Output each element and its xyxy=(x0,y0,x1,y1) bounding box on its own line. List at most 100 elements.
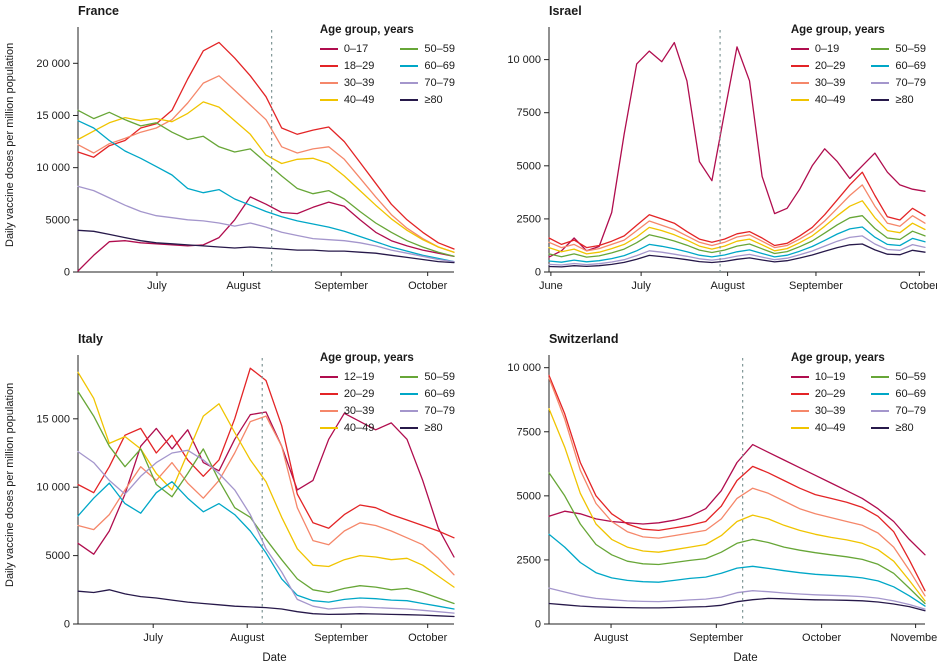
series-line-50–59 xyxy=(548,472,926,605)
series-line-20–29 xyxy=(77,367,455,539)
series-line-≥80 xyxy=(77,589,455,618)
legend-label: ≥80 xyxy=(895,93,914,106)
legend-label: 50–59 xyxy=(895,370,926,383)
legend-label: 30–39 xyxy=(814,404,846,417)
legend-entries: 10–19 20–29 30–39 40–49 50–59 60–69 70–79 ≥80 xyxy=(790,368,926,436)
chart-panel-switzerland: Switzerland 0 2500 5000 7500 10 000 August Sep… xyxy=(471,312,942,671)
series-line-30–39 xyxy=(77,415,455,576)
y-tick-label: 0 xyxy=(535,267,541,279)
y-axis-title: Daily vaccine doses per million populati… xyxy=(4,382,16,588)
legend-item-50–59: 50–59 xyxy=(871,40,926,57)
legend-line-swatch xyxy=(871,392,890,395)
x-tick-label: September xyxy=(789,280,843,292)
plot-israel: 0 2500 5000 7500 10 000 June July August Septemb… xyxy=(493,22,942,298)
chart-title-france: France xyxy=(78,4,119,18)
legend-label: 10–19 xyxy=(814,370,846,383)
legend-line-swatch xyxy=(790,375,809,378)
legend-line-swatch xyxy=(319,375,338,378)
legend-label: 12–19 xyxy=(343,370,375,383)
legend-label: 30–39 xyxy=(343,404,375,417)
legend-item-10–19: 10–19 xyxy=(790,368,846,385)
x-tick-label: August xyxy=(594,632,628,644)
series-line-30–39 xyxy=(548,377,926,597)
legend-item-50–59: 50–59 xyxy=(871,368,926,385)
chart-panel-france: Daily vaccine doses per million populati… xyxy=(0,0,471,312)
legend-item-30–39: 30–39 xyxy=(319,402,375,419)
y-tick-label: 10 000 xyxy=(507,362,541,374)
x-tick-label: October xyxy=(408,632,447,644)
legend-line-swatch xyxy=(790,392,809,395)
legend-item-40–49: 40–49 xyxy=(790,91,845,108)
legend-entries: 0–19 20–29 30–39 40–49 50–59 60–69 70–79 ≥80 xyxy=(790,40,926,108)
legend-line-swatch xyxy=(871,375,890,378)
y-tick-label: 20 000 xyxy=(36,58,70,70)
x-tick-label: November xyxy=(890,632,937,644)
legend-label: 50–59 xyxy=(424,370,455,383)
legend-item-70–79: 70–79 xyxy=(871,402,926,419)
y-tick-label: 5000 xyxy=(46,214,70,226)
legend-label: 40–49 xyxy=(343,93,375,106)
legend-line-swatch xyxy=(790,426,809,429)
legend-line-swatch xyxy=(400,64,419,67)
legend-item-18–29: 18–29 xyxy=(319,57,375,74)
y-tick-label: 10 000 xyxy=(507,54,541,66)
legend-title: Age group, years xyxy=(790,24,885,36)
legend-label: 20–29 xyxy=(814,387,846,400)
legend-label: 0–17 xyxy=(343,42,369,55)
legend-item-≥80: ≥80 xyxy=(871,91,926,108)
legend-item-30–39: 30–39 xyxy=(790,74,845,91)
x-tick-label: July xyxy=(631,280,651,292)
legend-item-≥80: ≥80 xyxy=(400,91,455,108)
legend-label: 40–49 xyxy=(814,421,846,434)
series-line-60–69 xyxy=(548,533,926,607)
legend-item-60–69: 60–69 xyxy=(400,385,455,402)
legend-title: Age group, years xyxy=(319,352,414,364)
y-tick-label: 10 000 xyxy=(36,162,70,174)
legend-line-swatch xyxy=(400,375,419,378)
legend-line-swatch xyxy=(319,64,338,67)
legend-label: 70–79 xyxy=(895,76,926,89)
legend-line-swatch xyxy=(319,98,338,101)
legend-item-20–29: 20–29 xyxy=(319,385,374,402)
legend-line-swatch xyxy=(871,64,890,67)
legend-france: Age group, years 0–17 18–29 30–39 40–49 50–59… xyxy=(319,24,455,108)
chart-panel-israel: Israel 0 2500 5000 7500 10 000 June July August… xyxy=(471,0,942,312)
legend-line-swatch xyxy=(400,426,419,429)
legend-line-swatch xyxy=(871,426,890,429)
legend-label: 18–29 xyxy=(343,59,375,72)
x-axis-title: Date xyxy=(262,652,287,664)
x-tick-label: October xyxy=(900,280,937,292)
legend-item-60–69: 60–69 xyxy=(400,57,455,74)
y-tick-label: 0 xyxy=(64,619,70,631)
legend-item-≥80: ≥80 xyxy=(871,419,926,436)
legend-label: 70–79 xyxy=(424,76,455,89)
legend-line-swatch xyxy=(400,392,419,395)
legend-item-60–69: 60–69 xyxy=(871,57,926,74)
x-tick-label: July xyxy=(147,280,167,292)
legend-line-swatch xyxy=(319,409,338,412)
x-tick-label: October xyxy=(408,280,447,292)
legend-item-40–49: 40–49 xyxy=(319,419,374,436)
legend-item-30–39: 30–39 xyxy=(319,74,374,91)
chart-canvas-france: 0 5000 10 000 15 000 20 000 July August Septemb… xyxy=(36,27,455,292)
legend-title: Age group, years xyxy=(790,352,885,364)
chart-title-israel: Israel xyxy=(549,4,582,18)
series-line-20–29 xyxy=(548,171,926,249)
plot-france: 0 5000 10 000 15 000 20 000 July August Septemb… xyxy=(22,22,471,298)
x-tick-label: September xyxy=(314,280,368,292)
legend-line-swatch xyxy=(871,98,890,101)
y-tick-label: 2500 xyxy=(517,213,541,225)
legend-line-swatch xyxy=(790,47,809,50)
plot-switzerland: 0 2500 5000 7500 10 000 August September Octobe… xyxy=(493,350,942,650)
legend-label: 70–79 xyxy=(895,404,926,417)
y-tick-label: 5000 xyxy=(517,160,541,172)
legend-line-swatch xyxy=(790,64,809,67)
series-line-60–69 xyxy=(77,481,455,610)
series-line-40–49 xyxy=(77,101,455,253)
legend-entries: 12–19 20–29 30–39 40–49 50–59 60–69 70–79 ≥80 xyxy=(319,368,455,436)
legend-switzerland: Age group, years 10–19 20–29 30–39 40–49 50–5… xyxy=(790,352,926,436)
chart-canvas-italy: 0 5000 10 000 15 000 July August September Octo… xyxy=(36,355,455,644)
legend-line-swatch xyxy=(319,81,338,84)
series-line-20–29 xyxy=(548,374,926,592)
series-line-≥80 xyxy=(548,243,926,268)
